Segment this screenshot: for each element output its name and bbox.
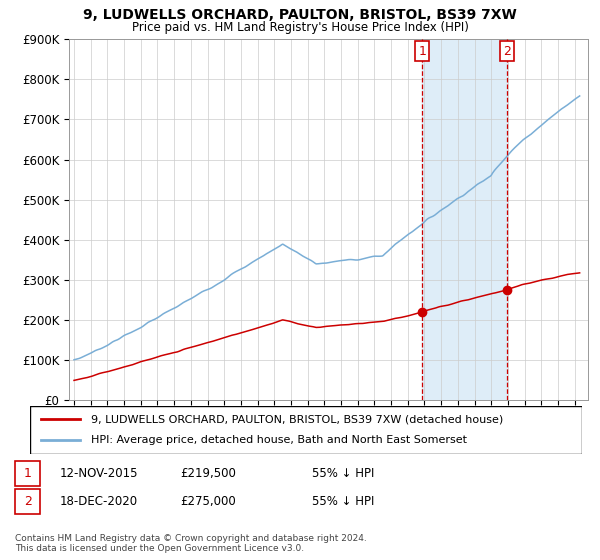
Text: £275,000: £275,000: [180, 494, 236, 508]
Text: 1: 1: [23, 466, 32, 480]
Text: 9, LUDWELLS ORCHARD, PAULTON, BRISTOL, BS39 7XW: 9, LUDWELLS ORCHARD, PAULTON, BRISTOL, B…: [83, 8, 517, 22]
Text: 12-NOV-2015: 12-NOV-2015: [60, 466, 139, 480]
Bar: [422, 39, 507, 400]
Text: 2: 2: [503, 45, 511, 58]
Text: 1: 1: [418, 45, 426, 58]
Text: 55% ↓ HPI: 55% ↓ HPI: [312, 494, 374, 508]
Text: Contains HM Land Registry data © Crown copyright and database right 2024.
This d: Contains HM Land Registry data © Crown c…: [15, 534, 367, 553]
FancyBboxPatch shape: [30, 406, 582, 454]
Text: 9, LUDWELLS ORCHARD, PAULTON, BRISTOL, BS39 7XW (detached house): 9, LUDWELLS ORCHARD, PAULTON, BRISTOL, B…: [91, 414, 503, 424]
Text: 2: 2: [23, 494, 32, 508]
Text: 55% ↓ HPI: 55% ↓ HPI: [312, 466, 374, 480]
Text: Price paid vs. HM Land Registry's House Price Index (HPI): Price paid vs. HM Land Registry's House …: [131, 21, 469, 34]
Text: 18-DEC-2020: 18-DEC-2020: [60, 494, 138, 508]
Text: £219,500: £219,500: [180, 466, 236, 480]
Text: HPI: Average price, detached house, Bath and North East Somerset: HPI: Average price, detached house, Bath…: [91, 435, 467, 445]
